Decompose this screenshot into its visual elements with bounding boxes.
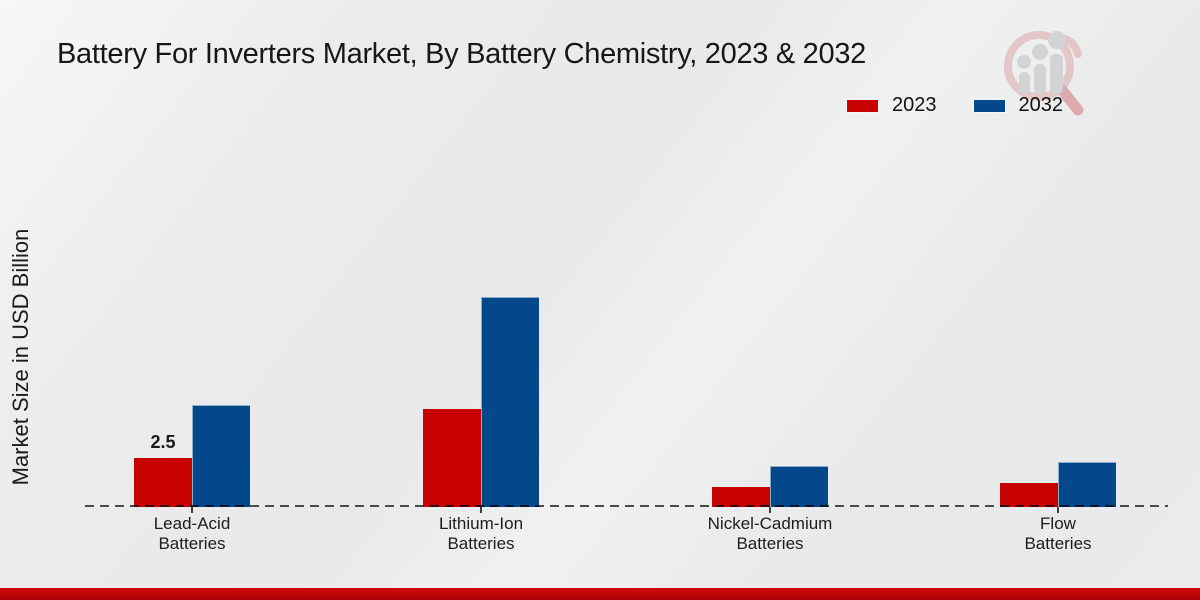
legend: 2023 2032	[846, 94, 1063, 117]
logo-bar-tall	[1050, 54, 1063, 94]
logo-dot-3	[1048, 31, 1066, 49]
bottom-accent-bar	[0, 588, 1200, 600]
bar-2023-flow-batteries	[1000, 483, 1058, 507]
baseline-dashed-line	[85, 505, 1168, 507]
legend-label-2023: 2023	[892, 94, 937, 116]
bar-2023-lead-acid-batteries	[134, 458, 192, 507]
bar-2023-nickel-cadmium-batteries	[712, 487, 770, 507]
legend-swatch-2023	[846, 98, 879, 113]
legend-item-2023: 2023	[846, 94, 937, 117]
x-axis-tick	[191, 507, 193, 513]
x-axis-tick	[480, 507, 482, 513]
bar-2032-nickel-cadmium-batteries	[770, 466, 828, 507]
logo-dot-1	[1017, 55, 1031, 69]
chart-title: Battery For Inverters Market, By Battery…	[57, 38, 866, 70]
bar-2032-flow-batteries	[1058, 462, 1116, 507]
bar-2032-lithium-ion-batteries	[481, 297, 539, 507]
market-research-magnifier-chart-logo	[1004, 31, 1084, 116]
x-axis-tick	[1057, 507, 1059, 513]
legend-item-2032: 2032	[972, 94, 1064, 117]
x-axis-tick	[769, 507, 771, 513]
logo-dot-2	[1032, 44, 1048, 60]
magnifier-ring	[1004, 31, 1074, 101]
category-label-flow: Flow Batteries	[1024, 514, 1092, 553]
logo-bar-medium	[1034, 64, 1046, 94]
bar-2032-lead-acid-batteries	[192, 405, 250, 507]
legend-label-2032: 2032	[1018, 94, 1064, 116]
magnifier-handle	[1056, 84, 1084, 116]
category-label-nickel-cadmium: Nickel-Cadmium Batteries	[707, 514, 833, 553]
data-label-2023-lead-acid: 2.5	[150, 432, 176, 452]
category-label-lead-acid: Lead-Acid Batteries	[153, 514, 231, 553]
legend-swatch-2032	[972, 98, 1006, 113]
category-label-lithium-ion: Lithium-Ion Batteries	[438, 514, 524, 553]
bar-2023-lithium-ion-batteries	[423, 409, 481, 507]
logo-bar-short	[1019, 72, 1030, 94]
